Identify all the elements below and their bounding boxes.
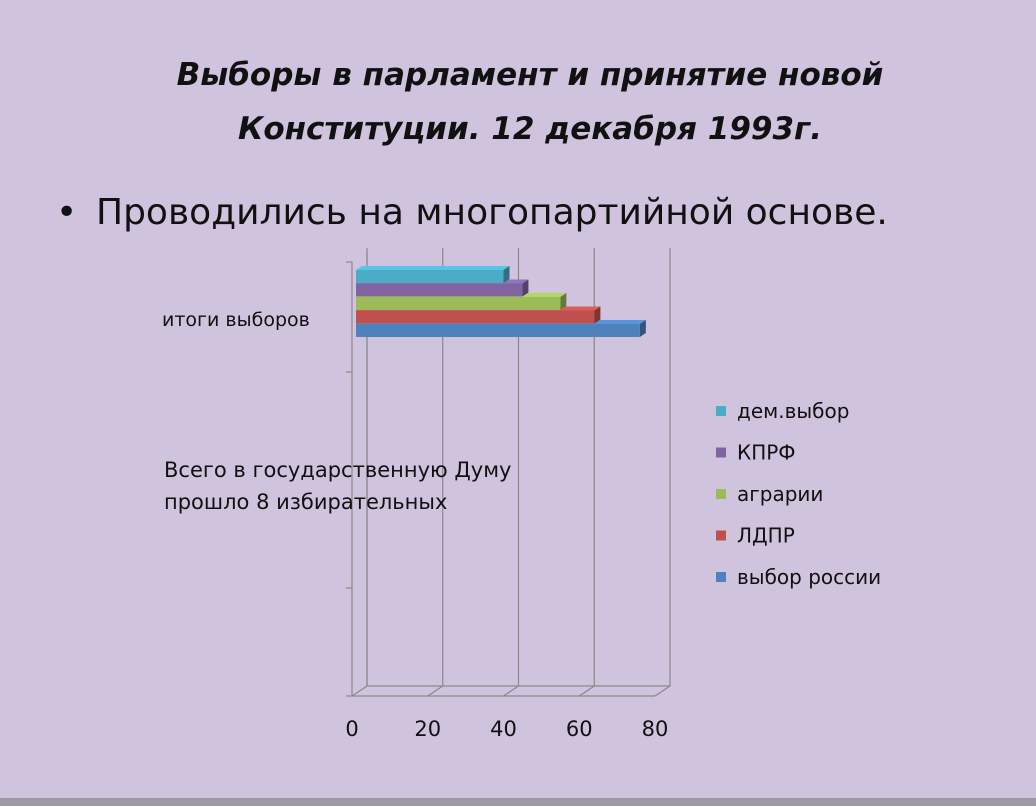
grid-floor-40 <box>503 685 519 697</box>
legend-label: ЛДПР <box>737 524 795 548</box>
legend-label: аграрии <box>737 482 823 506</box>
grid-floor-20 <box>427 685 444 697</box>
x-tick-label: 60 <box>566 717 593 741</box>
legend-swatch <box>716 447 726 458</box>
chart-note: Всего в государственную Думу прошло 8 из… <box>164 454 604 518</box>
bullet-text: Проводились на многопартийной основе. <box>96 192 888 233</box>
grid-floor-60 <box>578 685 595 697</box>
note-line-1: Всего в государственную Думу <box>164 458 512 482</box>
bar-side-face <box>522 279 529 297</box>
x-tick-label: 0 <box>345 717 358 741</box>
bar-4 <box>356 310 595 324</box>
legend-swatch <box>716 572 726 582</box>
bar-2 <box>356 283 523 297</box>
x-tick-label: 40 <box>490 717 517 741</box>
x-tick-label: 80 <box>642 717 669 741</box>
note-line-2: прошло 8 избирательных <box>164 490 448 514</box>
bar-side-face <box>639 320 646 337</box>
legend-swatch <box>716 406 726 416</box>
slide-title: Выборы в парламент и принятие новой Конс… <box>60 48 1000 156</box>
bar-5 <box>356 324 640 337</box>
x-tick-label: 20 <box>414 717 441 741</box>
grid-floor-0 <box>351 685 368 697</box>
bar-1 <box>356 270 504 283</box>
title-line-2: Конституции. 12 декабря 1993г. <box>237 111 823 147</box>
bar-side-face <box>594 306 601 324</box>
category-label: итоги выборов <box>162 309 310 331</box>
bar-side-face <box>560 293 567 310</box>
bullet-icon: • <box>56 192 78 233</box>
bar-top-face <box>356 266 510 270</box>
bottom-bar <box>0 798 1036 806</box>
legend-label: дем.выбор <box>737 399 849 423</box>
bar-side-face <box>503 266 510 283</box>
legend-label: КПРФ <box>737 441 796 465</box>
title-line-1: Выборы в парламент и принятие новой <box>176 57 884 93</box>
bullet-point: • Проводились на многопартийной основе. <box>56 192 1016 233</box>
bar-3 <box>356 297 561 310</box>
legend-swatch <box>716 489 726 499</box>
grid-floor-80 <box>654 685 671 697</box>
legend-label: выбор россии <box>737 565 881 589</box>
legend-swatch <box>716 530 726 541</box>
